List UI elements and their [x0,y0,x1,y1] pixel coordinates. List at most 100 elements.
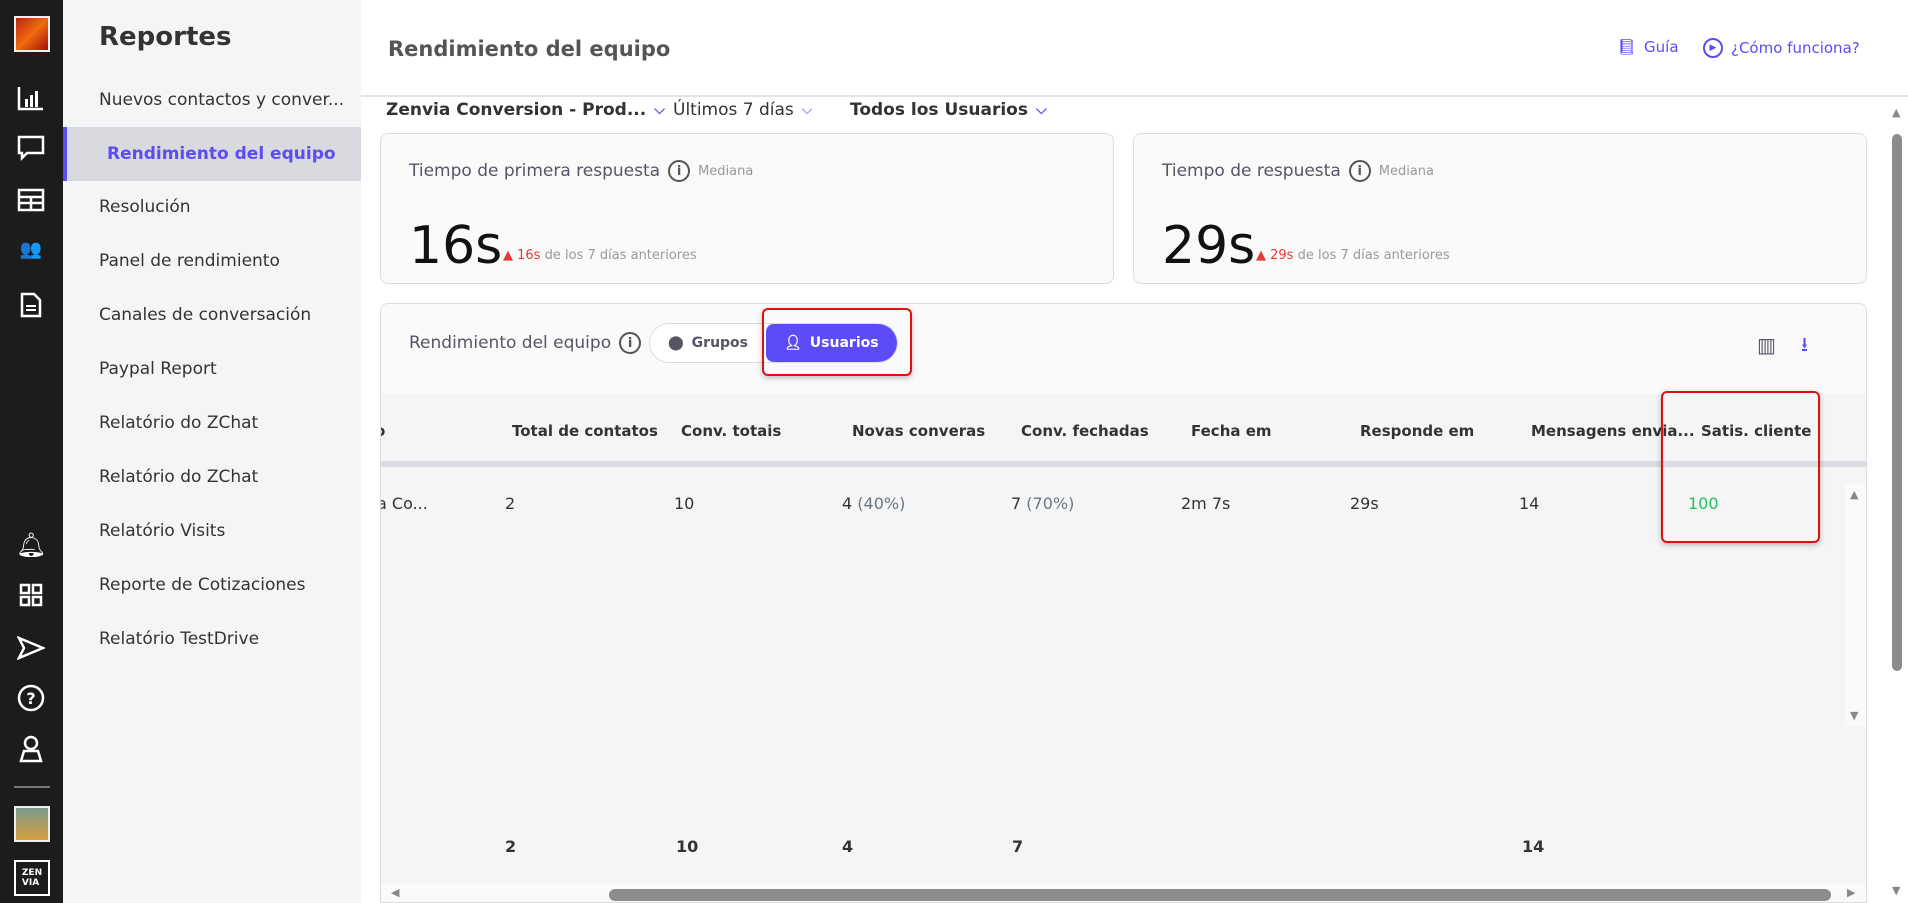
info-icon[interactable]: i [619,332,642,354]
info-icon[interactable]: i [1348,160,1371,182]
send-icon[interactable] [14,631,48,665]
scrollbar-thumb[interactable] [609,889,1831,901]
novas-value: 4 [842,494,853,513]
page-header: Rendimiento del equipo 📘︎ Guía ▶ ¿Cómo fun… [361,0,1908,97]
total-mensagens: 14 [1522,837,1545,856]
panel-header: Rendimiento del equipo i ⬤ Grupos 👤︎ Usuari… [381,304,1866,394]
how-label: ¿Cómo funciona? [1731,39,1860,57]
sidebar-item-rendimiento[interactable]: Rendimiento del equipo [63,127,361,181]
book-icon: 📘︎ [1617,38,1637,56]
col-satis[interactable]: Satis. cliente [1701,422,1812,440]
cell-satis: 100 [1688,494,1719,513]
workspace-avatar[interactable] [14,16,50,52]
panel-title: Rendimiento del equipo [409,333,612,353]
col-mensagens[interactable]: Mensagens envia... [1531,422,1695,440]
columns-icon[interactable]: ▥ [1757,333,1776,357]
chevron-down-icon: ⌵ [1035,102,1047,118]
chevron-down-icon: ⌵ [801,102,813,118]
sidebar-item-paypal[interactable]: Paypal Report [99,359,217,379]
cell-mensagens: 14 [1519,494,1540,513]
app-rail: 👥 🔔︎ ? ZEN VIA [0,0,63,903]
card-value: 29s [1162,216,1256,276]
card-value: 16s [409,216,503,276]
page-scrollbar-thumb[interactable] [1892,134,1902,671]
team-icon[interactable]: 👥 [19,238,43,260]
col-conv-totais[interactable]: Conv. totais [681,422,782,440]
bell-icon[interactable]: 🔔︎ [15,531,47,559]
fechadas-value: 7 [1011,494,1022,513]
sidebar-item-canales[interactable]: Canales de conversación [99,305,312,325]
sidebar-item-zchat[interactable]: Relatório do ZChat [99,413,259,433]
svg-text:?: ? [26,689,35,708]
cell-fecha-em: 2m 7s [1181,494,1231,513]
groups-label: Grupos [691,335,749,351]
novas-pct: (40%) [857,494,906,513]
apps-grid-icon[interactable] [14,578,48,612]
guide-label: Guía [1644,38,1679,56]
cell-conv: 10 [674,494,695,513]
guide-link[interactable]: 📘︎ Guía [1617,38,1679,56]
col-fechadas[interactable]: Conv. fechadas [1021,422,1149,440]
card-delta: 29s [1270,248,1294,263]
cell-fechadas: 7 (70%) [1011,494,1074,513]
card-sublabel: Mediana [698,163,754,179]
card-delta-text: de los 7 días anteriores [1297,248,1450,263]
cell-name: a Co... [380,494,428,513]
profile-avatar[interactable] [14,806,50,842]
team-performance-panel: Rendimiento del equipo i ⬤ Grupos 👤︎ Usuari… [380,303,1867,903]
col-total-contatos[interactable]: Total de contatos [512,422,658,440]
help-icon[interactable]: ? [14,681,48,715]
sidebar-item-testdrive[interactable]: Relatório TestDrive [99,629,260,649]
fechadas-pct: (70%) [1026,494,1075,513]
sidebar-item-zchat-2[interactable]: Relatório do ZChat [99,467,259,487]
sidebar-item-panel[interactable]: Panel de rendimiento [99,251,280,271]
groups-icon: ⬤ [668,335,684,351]
period-filter[interactable]: Últimos 7 días ⌵ [673,100,812,120]
total-contatos: 2 [505,837,517,856]
play-circle-icon: ▶ [1703,38,1723,58]
workspace-filter-label: Zenvia Conversion - Prod... [386,100,647,120]
sidebar-item-cotizaciones[interactable]: Reporte de Cotizaciones [99,575,306,595]
horizontal-scrollbar[interactable]: ◀ ▶ [381,884,1866,902]
info-icon[interactable]: i [668,160,691,182]
highlight-satis-column [1661,391,1820,543]
bar-chart-icon[interactable] [14,81,48,115]
card-label: Tiempo de respuesta [1162,161,1341,181]
sidebar-title: Reportes [99,22,232,52]
rail-divider [14,786,50,788]
user-icon[interactable] [14,732,48,766]
cell-total: 2 [505,494,516,513]
sidebar-item-resolucion[interactable]: Resolución [99,197,191,217]
how-it-works-link[interactable]: ▶ ¿Cómo funciona? [1703,38,1860,58]
total-conv: 10 [676,837,699,856]
table-icon[interactable] [14,183,48,217]
total-fechadas: 7 [1012,837,1024,856]
first-response-card: Tiempo de primera respuesta i Mediana 16s … [380,133,1114,284]
period-filter-label: Últimos 7 días [673,100,794,120]
users-tab[interactable]: 👤︎ Usuarios [766,324,897,362]
card-sublabel: Mediana [1378,163,1434,179]
total-novas: 4 [842,837,854,856]
sidebar-item-visits[interactable]: Relatório Visits [99,521,226,541]
col-fecha-em[interactable]: Fecha em [1191,422,1272,440]
chevron-down-icon: ⌵ [654,102,665,118]
reports-sidebar: Reportes Nuevos contactos y conver... Re… [63,0,361,903]
groups-tab[interactable]: ⬤ Grupos [650,324,766,362]
arrow-up-icon: ▲ [1256,248,1266,263]
view-toggle: ⬤ Grupos 👤︎ Usuarios [649,323,898,363]
workspace-filter[interactable]: Zenvia Conversion - Prod... ⌵ [386,100,665,120]
document-icon[interactable] [14,288,48,322]
table-vertical-scrollbar[interactable]: ▲ ▼ [1845,484,1866,726]
page-scrollbar[interactable]: ▲ ▼ [1886,100,1908,903]
col-novas[interactable]: Novas converas [852,422,986,440]
col-responde-em[interactable]: Responde em [1360,422,1475,440]
col-name[interactable]: o [381,422,385,440]
users-filter[interactable]: Todos los Usuarios ⌵ [850,100,1047,120]
card-delta: 16s [517,248,541,263]
users-label: Usuarios [809,335,879,351]
chat-icon[interactable] [14,131,48,165]
sidebar-item-nuevos-contactos[interactable]: Nuevos contactos y conver... [99,90,345,110]
users-filter-label: Todos los Usuarios [850,100,1028,120]
cell-novas: 4 (40%) [842,494,905,513]
download-icon[interactable]: ⭳ [1801,332,1808,356]
